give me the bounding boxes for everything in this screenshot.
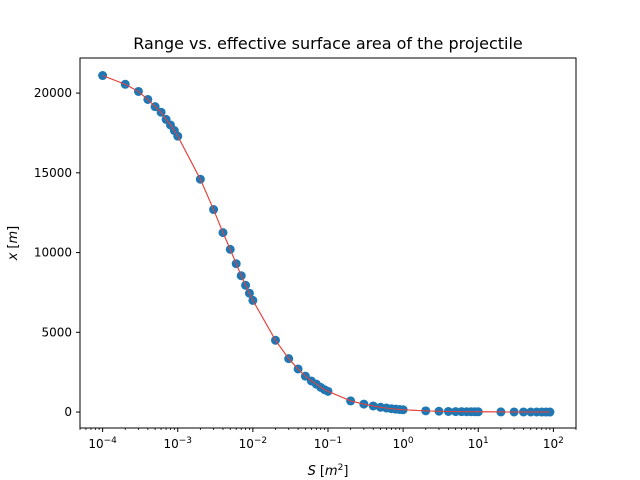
x-tick-label: 10−1 [314, 436, 343, 451]
y-tick-label: 0 [64, 405, 72, 419]
x-tick-label-base: 10 [163, 437, 178, 451]
y-tick-label: 10000 [34, 246, 72, 260]
x-tick-label: 10−4 [88, 436, 117, 451]
x-tick-label-exponent: 0 [408, 436, 414, 446]
y-tick-label: 5000 [41, 325, 72, 339]
x-tick-label-base: 10 [393, 437, 408, 451]
x-tick-label-base: 10 [468, 437, 483, 451]
x-tick-label-exponent: −3 [179, 436, 192, 446]
plot-area [98, 71, 555, 417]
x-tick-label: 102 [543, 436, 564, 451]
x-tick-label: 10−3 [163, 436, 192, 451]
x-tick-label: 101 [468, 436, 489, 451]
x-tick-label-exponent: −1 [329, 436, 342, 446]
y-tick-label: 15000 [34, 166, 72, 180]
axis-ticks: 10−4 10−3 10−2 10−1 100 101 102050001000015000… [34, 86, 577, 451]
chart-title: Range vs. effective surface area of the … [133, 34, 523, 53]
x-tick-label-base: 10 [543, 437, 558, 451]
x-tick-label-base: 10 [239, 437, 254, 451]
series-line-overlay [102, 75, 550, 413]
x-tick-label-exponent: 2 [558, 436, 564, 446]
x-tick-label: 10−2 [239, 436, 268, 451]
x-tick-label: 100 [393, 436, 414, 451]
y-axis-label: x[m] [6, 226, 21, 262]
x-tick-label-base: 10 [88, 437, 103, 451]
x-tick-label-exponent: 1 [483, 436, 489, 446]
x-axis-label: S [m2] [308, 463, 349, 479]
y-tick-label: 20000 [34, 86, 72, 100]
axes-frame [79, 57, 577, 429]
x-tick-label-exponent: −2 [254, 436, 267, 446]
x-tick-label-exponent: −4 [104, 436, 118, 446]
x-tick-label-base: 10 [314, 437, 329, 451]
